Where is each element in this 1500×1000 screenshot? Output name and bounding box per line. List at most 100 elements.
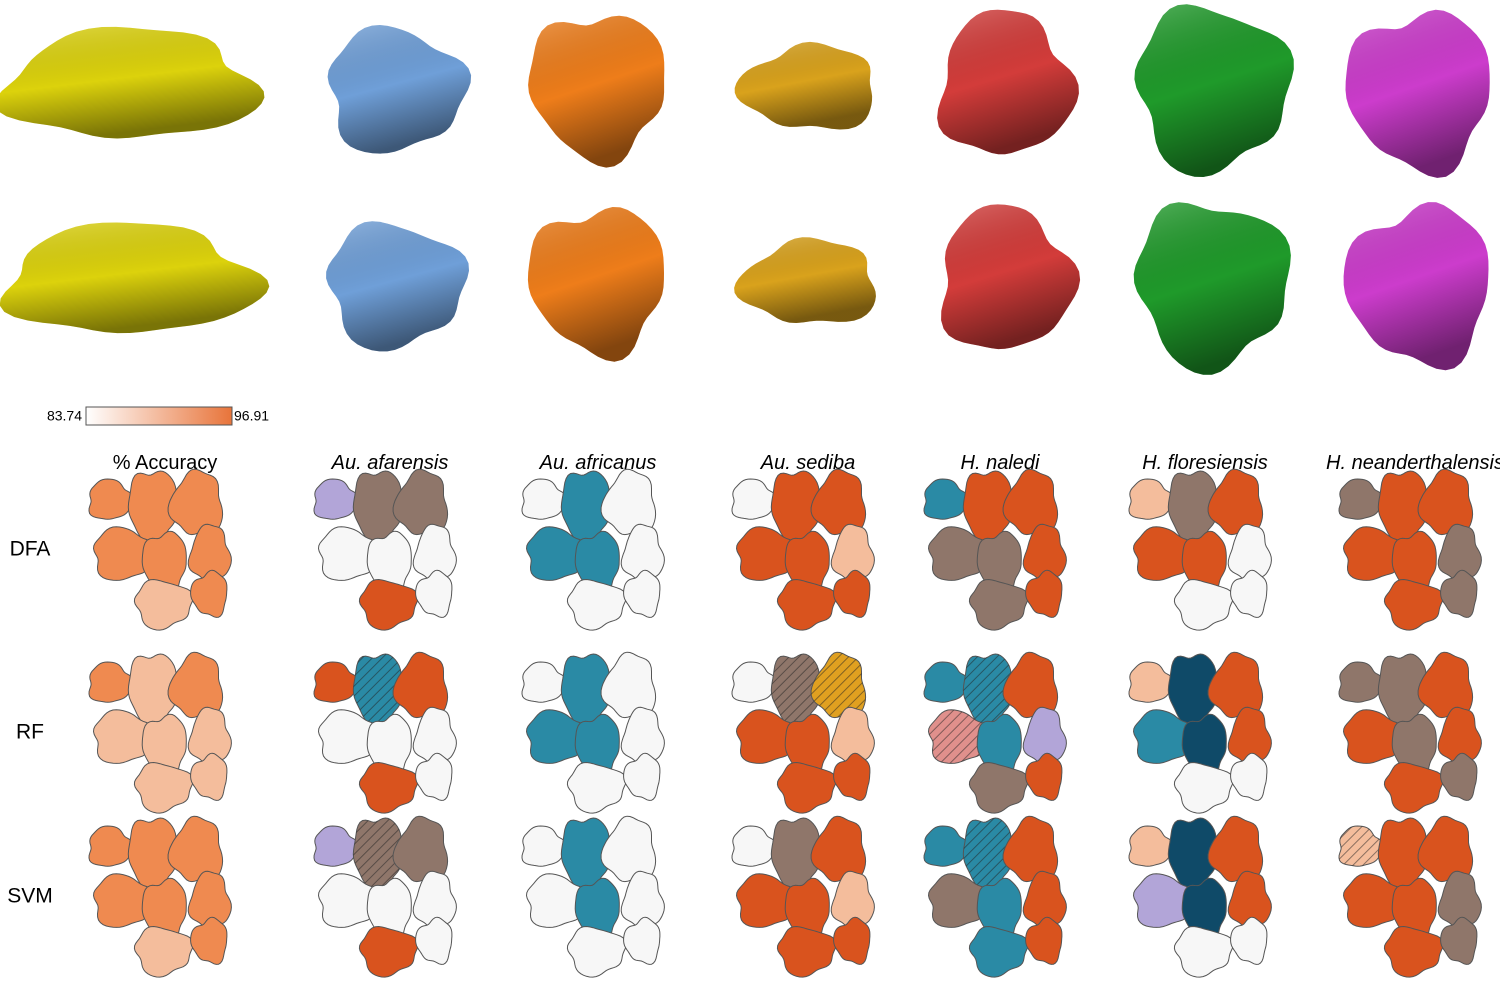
- carpal-bone: [776, 761, 837, 814]
- carpal-bone: [392, 468, 449, 536]
- bone-shading: [1134, 4, 1294, 177]
- carpal-bone: [92, 873, 158, 928]
- carpal-bone: [1128, 661, 1176, 703]
- carpal-bone: [1025, 752, 1063, 801]
- carpal-bone: [923, 478, 971, 520]
- carpal-bone: [88, 825, 136, 867]
- carpal-bone: [521, 825, 569, 867]
- carpal-bone: [1207, 468, 1264, 536]
- carpal-bone: [1025, 569, 1063, 618]
- bone-shading: [941, 204, 1081, 350]
- carpal-bone: [1173, 925, 1234, 978]
- column-headers: % Accuracy Au. afarensis Au. africanus Au. …: [113, 452, 1500, 474]
- carpal-bone: [92, 709, 158, 764]
- bone-shading: [528, 15, 665, 168]
- carpal-bone: [600, 815, 657, 883]
- carpal-bone: [810, 815, 867, 883]
- carpal-bone: [735, 709, 801, 764]
- carpal-bone: [566, 925, 627, 978]
- carpal-bone: [1128, 478, 1176, 520]
- carpal-hatch: [963, 818, 1012, 898]
- carpal-bone: [1417, 651, 1474, 719]
- carpal-bone: [1025, 916, 1063, 965]
- row-label: SVM: [7, 885, 53, 908]
- carpal-bone: [833, 569, 871, 618]
- carpal-bone: [1173, 761, 1234, 814]
- carpal-bone: [927, 526, 993, 581]
- carpal-bone: [566, 578, 627, 631]
- bone-shading: [0, 222, 270, 334]
- bone-shading: [734, 237, 876, 323]
- carpal-bone: [1132, 526, 1198, 581]
- colorbar-min: 83.74: [47, 408, 82, 424]
- carpal-bone: [735, 873, 801, 928]
- carpal-hatch: [771, 654, 820, 734]
- colorbar: [85, 406, 233, 426]
- carpal-bone: [525, 526, 591, 581]
- carpal-bone: [317, 526, 383, 581]
- carpal-bone: [776, 578, 837, 631]
- carpal-bone: [1230, 752, 1268, 801]
- carpal-bone: [167, 468, 224, 536]
- carpal-bone: [1440, 569, 1478, 618]
- carpal-bone: [833, 916, 871, 965]
- carpal-bone: [735, 526, 801, 581]
- carpal-bone: [358, 925, 419, 978]
- carpal-bone: [133, 925, 194, 978]
- carpal-bone: [566, 761, 627, 814]
- bone-shading: [1343, 202, 1489, 371]
- carpal-bone: [1207, 651, 1264, 719]
- carpal-bone: [1383, 761, 1444, 814]
- carpal-bone: [600, 651, 657, 719]
- carpal-bone: [133, 578, 194, 631]
- carpal-bone: [1383, 578, 1444, 631]
- carpal-bone: [415, 916, 453, 965]
- carpal-bone: [923, 825, 971, 867]
- bone-renders: [0, 4, 1490, 375]
- column-header: Au. afarensis: [331, 452, 449, 474]
- carpal-bone: [1338, 478, 1386, 520]
- carpal-hatch: [928, 709, 992, 764]
- carpal-bone: [358, 761, 419, 814]
- column-header: Au. sediba: [760, 452, 856, 474]
- carpal-bone: [92, 526, 158, 581]
- carpal-bone: [415, 752, 453, 801]
- carpal-bone: [1132, 709, 1198, 764]
- carpal-bone: [521, 661, 569, 703]
- carpal-bone: [776, 925, 837, 978]
- carpal-bone: [600, 468, 657, 536]
- carpal-bone: [392, 815, 449, 883]
- carpal-bone: [392, 651, 449, 719]
- carpal-bone: [1342, 526, 1408, 581]
- column-header: Au. africanus: [539, 452, 657, 474]
- carpal-bone: [1338, 661, 1386, 703]
- carpal-bone: [968, 761, 1029, 814]
- carpal-bone: [923, 661, 971, 703]
- carpal-bone: [190, 569, 228, 618]
- bone-shading: [327, 25, 472, 154]
- carpal-bone: [358, 578, 419, 631]
- carpal-bone: [1440, 752, 1478, 801]
- carpal-bone: [1002, 651, 1059, 719]
- carpal-bone: [1417, 815, 1474, 883]
- column-header: H. naledi: [961, 452, 1040, 474]
- carpal-bone: [968, 925, 1029, 978]
- bone-shading: [527, 207, 664, 362]
- carpal-bone: [1002, 468, 1059, 536]
- carpal-bone: [1342, 709, 1408, 764]
- carpal-bone: [731, 825, 779, 867]
- bone-shading: [0, 26, 265, 139]
- colorbar-max: 96.91: [234, 408, 269, 424]
- carpal-bone: [190, 752, 228, 801]
- carpal-bone: [1440, 916, 1478, 965]
- carpal-bone: [1128, 825, 1176, 867]
- carpal-bone: [313, 478, 361, 520]
- carpal-bone: [167, 651, 224, 719]
- row-labels: DFA RF SVM: [7, 538, 53, 908]
- bone-shading: [326, 221, 469, 352]
- carpal-bone: [313, 825, 361, 867]
- carpal-bone: [167, 815, 224, 883]
- column-header: H. floresiensis: [1142, 452, 1268, 474]
- carpal-bone: [623, 569, 661, 618]
